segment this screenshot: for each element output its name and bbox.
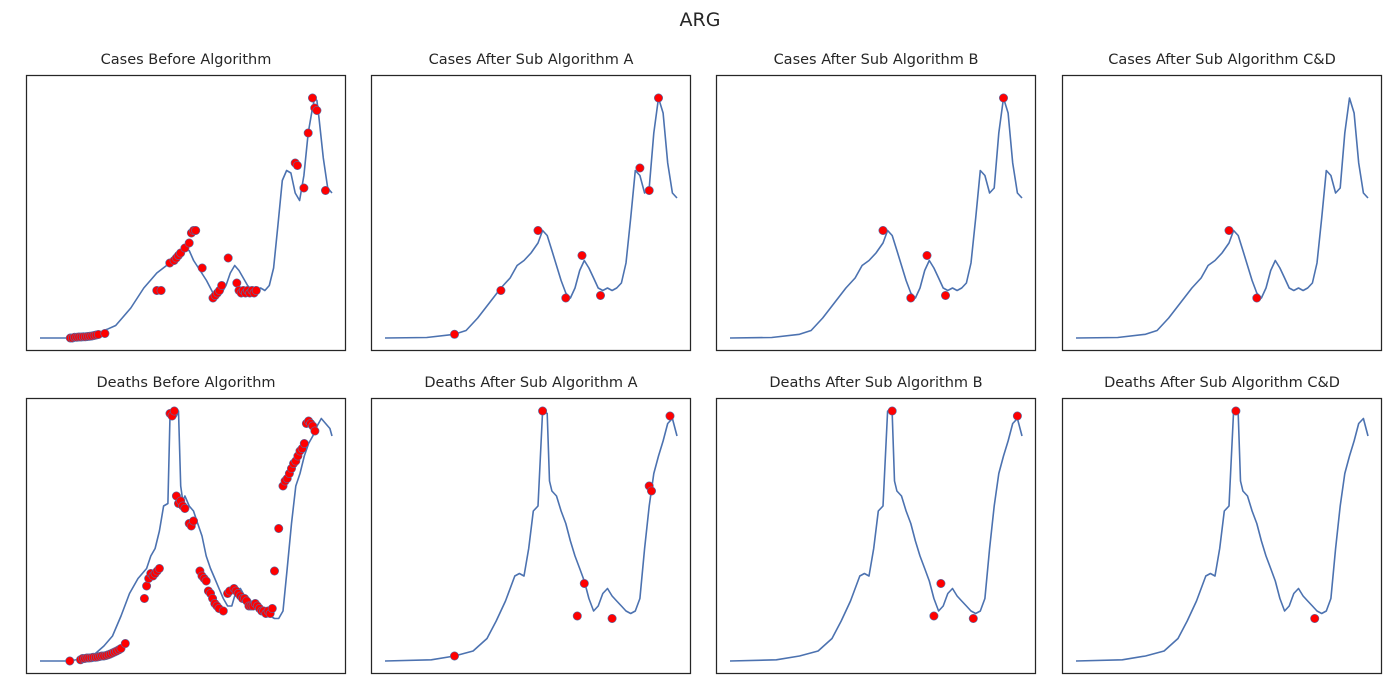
marker-point: [180, 503, 190, 513]
marker-point: [156, 285, 166, 295]
panel-title-cases-cd: Cases After Sub Algorithm C&D: [1108, 52, 1336, 68]
series-line-deaths: [1075, 410, 1369, 662]
marker-point: [572, 611, 582, 621]
marker-point: [1310, 613, 1320, 623]
marker-point: [449, 329, 459, 339]
marker-point: [1252, 293, 1262, 303]
panel-1: [25, 74, 347, 352]
marker-point: [197, 263, 207, 273]
figure-title: ARG: [679, 9, 721, 31]
panel-3: [715, 74, 1037, 352]
panel-5: [25, 397, 347, 675]
marker-point: [533, 226, 543, 236]
marker-point: [449, 651, 459, 661]
marker-point: [929, 611, 939, 621]
marker-point: [218, 606, 228, 616]
panel-title-deaths-a: Deaths After Sub Algorithm A: [424, 375, 638, 391]
marker-point: [644, 186, 654, 196]
panel-6: [370, 397, 692, 675]
marker-point: [274, 523, 284, 533]
marker-point: [299, 183, 309, 193]
marker-point: [251, 285, 261, 295]
marker-point: [665, 411, 675, 421]
panel-frame-5: [25, 397, 347, 675]
marker-point: [310, 426, 320, 436]
marker-point: [169, 406, 179, 416]
series-line-deaths: [384, 410, 678, 662]
marker-point: [269, 566, 279, 576]
marker-point: [922, 251, 932, 261]
marker-point: [139, 593, 149, 603]
marker-point: [998, 93, 1008, 103]
marker-point: [142, 581, 152, 591]
marker-point: [1012, 411, 1022, 421]
panel-title-cases-a: Cases After Sub Algorithm A: [428, 52, 634, 68]
marker-point: [887, 406, 897, 416]
marker-point: [607, 613, 617, 623]
panel-8: [1061, 397, 1383, 675]
series-line-cases: [729, 97, 1023, 339]
marker-point: [320, 186, 330, 196]
marker-point: [312, 106, 322, 116]
panel-frame-3: [715, 74, 1037, 352]
marker-point: [189, 516, 199, 526]
marker-point: [595, 290, 605, 300]
panel-title-cases-b: Cases After Sub Algorithm B: [773, 52, 979, 68]
series-line-deaths: [40, 410, 333, 662]
marker-point: [191, 226, 201, 236]
panel-title-deaths-before: Deaths Before Algorithm: [96, 375, 276, 391]
marker-point: [267, 603, 277, 613]
marker-point: [120, 638, 130, 648]
marker-point: [65, 656, 75, 666]
marker-point: [940, 290, 950, 300]
marker-point: [1224, 226, 1234, 236]
marker-point: [299, 438, 309, 448]
marker-point: [184, 238, 194, 248]
panel-title-cases-before: Cases Before Algorithm: [100, 52, 272, 68]
marker-point: [646, 486, 656, 496]
panel-frame-4: [1061, 74, 1383, 352]
marker-point: [100, 328, 110, 338]
marker-point: [232, 278, 242, 288]
panel-4: [1061, 74, 1383, 352]
marker-point: [968, 613, 978, 623]
panel-frame-2: [370, 74, 692, 352]
marker-point: [217, 280, 227, 290]
marker-point: [303, 128, 313, 138]
marker-point: [906, 293, 916, 303]
marker-point: [201, 576, 211, 586]
panel-title-deaths-b: Deaths After Sub Algorithm B: [769, 375, 983, 391]
marker-point: [496, 285, 506, 295]
marker-point: [635, 163, 645, 173]
marker-point: [154, 563, 164, 573]
panel-title-deaths-cd: Deaths After Sub Algorithm C&D: [1104, 375, 1340, 391]
marker-point: [1231, 406, 1241, 416]
marker-point: [579, 578, 589, 588]
series-line-deaths: [729, 410, 1023, 662]
marker-point: [653, 93, 663, 103]
marker-point: [307, 93, 317, 103]
marker-point: [538, 406, 548, 416]
panel-2: [370, 74, 692, 352]
marker-point: [561, 293, 571, 303]
marker-point: [577, 251, 587, 261]
panel-frame-1: [25, 74, 347, 352]
marker-point: [878, 226, 888, 236]
panel-7: [715, 397, 1037, 675]
marker-point: [292, 161, 302, 171]
marker-point: [936, 578, 946, 588]
marker-point: [223, 253, 233, 263]
series-line-cases: [1075, 97, 1369, 339]
